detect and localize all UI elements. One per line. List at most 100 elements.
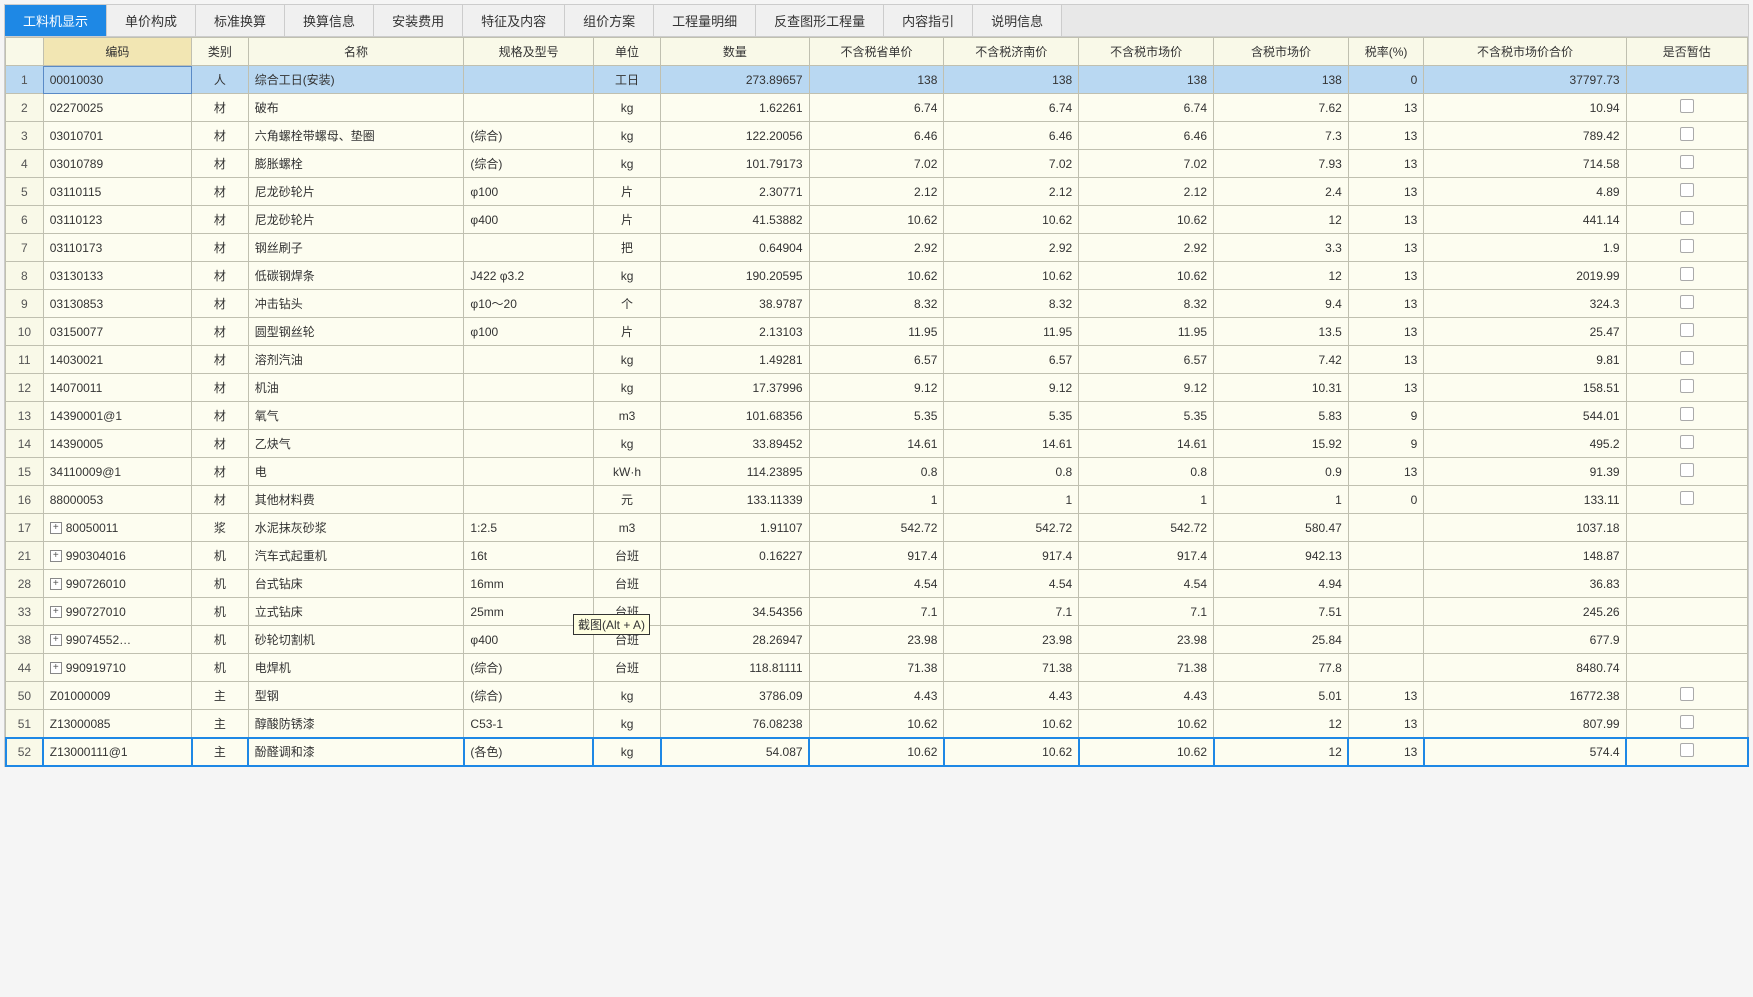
price1-cell[interactable]: 71.38 [809,654,944,682]
category-cell[interactable]: 材 [192,178,249,206]
category-cell[interactable]: 机 [192,570,249,598]
code-cell[interactable]: +990726010 [43,570,191,598]
name-cell[interactable]: 冲击钻头 [248,290,464,318]
est-cell[interactable] [1626,234,1747,262]
price3-cell[interactable]: 2.12 [1079,178,1214,206]
rate-cell[interactable] [1348,598,1424,626]
name-cell[interactable]: 醇酸防锈漆 [248,710,464,738]
qty-cell[interactable]: 3786.09 [661,682,809,710]
est-checkbox[interactable] [1680,211,1694,225]
qty-cell[interactable] [661,570,809,598]
row-number[interactable]: 13 [6,402,44,430]
est-checkbox[interactable] [1680,407,1694,421]
est-cell[interactable] [1626,122,1747,150]
price2-cell[interactable]: 0.8 [944,458,1079,486]
table-row[interactable]: 202270025材破布kg1.622616.746.746.747.62131… [6,94,1748,122]
price2-cell[interactable]: 10.62 [944,710,1079,738]
price1-cell[interactable]: 9.12 [809,374,944,402]
total-cell[interactable]: 10.94 [1424,94,1626,122]
price4-cell[interactable]: 7.62 [1214,94,1349,122]
rate-cell[interactable]: 13 [1348,374,1424,402]
row-number[interactable]: 51 [6,710,44,738]
price4-cell[interactable]: 12 [1214,738,1349,766]
tab-7[interactable]: 工程量明细 [654,5,756,36]
est-checkbox[interactable] [1680,295,1694,309]
price4-cell[interactable]: 7.3 [1214,122,1349,150]
price2-cell[interactable]: 11.95 [944,318,1079,346]
price4-cell[interactable]: 5.83 [1214,402,1349,430]
total-cell[interactable]: 1.9 [1424,234,1626,262]
total-cell[interactable]: 8480.74 [1424,654,1626,682]
rate-cell[interactable]: 13 [1348,122,1424,150]
unit-cell[interactable]: m3 [593,514,660,542]
code-cell[interactable]: 14390005 [43,430,191,458]
est-cell[interactable] [1626,542,1747,570]
price4-cell[interactable]: 7.51 [1214,598,1349,626]
est-checkbox[interactable] [1680,323,1694,337]
category-cell[interactable]: 材 [192,234,249,262]
price3-cell[interactable]: 7.1 [1079,598,1214,626]
row-number[interactable]: 2 [6,94,44,122]
total-cell[interactable]: 25.47 [1424,318,1626,346]
est-checkbox[interactable] [1680,99,1694,113]
category-cell[interactable]: 主 [192,738,249,766]
table-row[interactable]: 703110173材钢丝刷子把0.649042.922.922.923.3131… [6,234,1748,262]
row-number[interactable]: 21 [6,542,44,570]
spec-cell[interactable] [464,486,593,514]
rate-cell[interactable]: 13 [1348,262,1424,290]
price4-cell[interactable]: 77.8 [1214,654,1349,682]
code-cell[interactable]: 14030021 [43,346,191,374]
total-cell[interactable]: 677.9 [1424,626,1626,654]
unit-cell[interactable]: kg [593,262,660,290]
price1-cell[interactable]: 10.62 [809,710,944,738]
row-number[interactable]: 11 [6,346,44,374]
name-cell[interactable]: 汽车式起重机 [248,542,464,570]
tab-8[interactable]: 反查图形工程量 [756,5,884,36]
total-cell[interactable]: 9.81 [1424,346,1626,374]
spec-cell[interactable] [464,234,593,262]
header-unit[interactable]: 单位 [593,38,660,66]
row-number[interactable]: 15 [6,458,44,486]
total-cell[interactable]: 574.4 [1424,738,1626,766]
unit-cell[interactable]: 工日 [593,66,660,94]
price3-cell[interactable]: 6.57 [1079,346,1214,374]
total-cell[interactable]: 789.42 [1424,122,1626,150]
category-cell[interactable]: 材 [192,206,249,234]
price3-cell[interactable]: 10.62 [1079,738,1214,766]
row-number[interactable]: 6 [6,206,44,234]
unit-cell[interactable]: kg [593,430,660,458]
tab-4[interactable]: 安装费用 [374,5,463,36]
table-row[interactable]: 1003150077材圆型钢丝轮φ100片2.1310311.9511.9511… [6,318,1748,346]
name-cell[interactable]: 破布 [248,94,464,122]
row-number[interactable]: 5 [6,178,44,206]
est-cell[interactable] [1626,654,1747,682]
est-checkbox[interactable] [1680,127,1694,141]
code-cell[interactable]: +990304016 [43,542,191,570]
qty-cell[interactable]: 101.79173 [661,150,809,178]
table-row[interactable]: 38+99074552…机砂轮切割机φ400台班28.2694723.9823.… [6,626,1748,654]
code-cell[interactable]: 88000053 [43,486,191,514]
qty-cell[interactable]: 38.9787 [661,290,809,318]
code-cell[interactable]: 03150077 [43,318,191,346]
price1-cell[interactable]: 6.74 [809,94,944,122]
row-number[interactable]: 9 [6,290,44,318]
code-cell[interactable]: 34110009@1 [43,458,191,486]
table-row[interactable]: 1534110009@1材电kW·h114.238950.80.80.80.91… [6,458,1748,486]
price3-cell[interactable]: 6.46 [1079,122,1214,150]
qty-cell[interactable]: 33.89452 [661,430,809,458]
price2-cell[interactable]: 23.98 [944,626,1079,654]
price3-cell[interactable]: 10.62 [1079,710,1214,738]
price4-cell[interactable]: 9.4 [1214,290,1349,318]
name-cell[interactable]: 低碳钢焊条 [248,262,464,290]
table-row[interactable]: 33+990727010机立式钻床25mm台班34.543567.17.17.1… [6,598,1748,626]
price3-cell[interactable]: 2.92 [1079,234,1214,262]
name-cell[interactable]: 膨胀螺栓 [248,150,464,178]
table-row[interactable]: 17+80050011浆水泥抹灰砂浆1:2.5m31.91107542.7254… [6,514,1748,542]
est-checkbox[interactable] [1680,155,1694,169]
total-cell[interactable]: 2019.99 [1424,262,1626,290]
price4-cell[interactable]: 4.94 [1214,570,1349,598]
category-cell[interactable]: 机 [192,598,249,626]
est-cell[interactable] [1626,262,1747,290]
price3-cell[interactable]: 0.8 [1079,458,1214,486]
tab-9[interactable]: 内容指引 [884,5,973,36]
